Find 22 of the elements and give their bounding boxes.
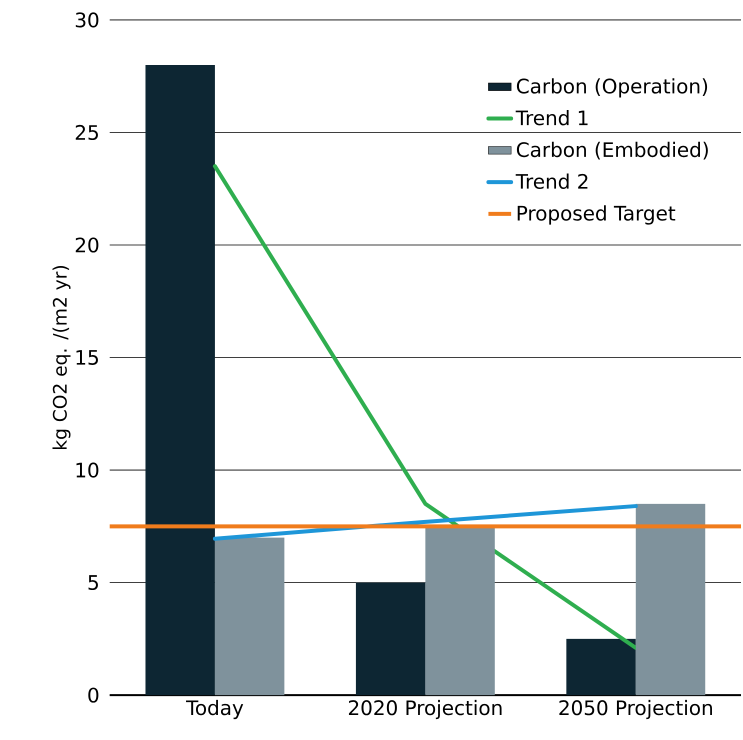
x-tick-label: 2020 Projection: [348, 700, 502, 720]
bar: [425, 526, 495, 696]
bar: [214, 538, 284, 696]
bar: [566, 638, 636, 696]
bar: [636, 504, 706, 696]
y-tick-label: 0: [88, 688, 98, 703]
y-tick-label: 20: [76, 237, 98, 253]
legend-label: Carbon (Operation): [516, 78, 708, 98]
legend-label: Trend 2: [516, 174, 588, 189]
y-tick-label: 25: [76, 124, 98, 140]
x-tick-label: 2050 Projection: [559, 700, 712, 720]
legend-label: Trend 1: [516, 110, 588, 126]
y-tick-label: 10: [76, 462, 98, 478]
bar: [356, 582, 426, 696]
x-tick-label: Today: [186, 700, 244, 720]
legend-label: Carbon (Embodied): [516, 142, 708, 160]
y-tick-label: 15: [76, 350, 98, 365]
y-axis-title: kg CO2 eq. /(m2 yr): [52, 266, 71, 450]
y-tick-label: 30: [76, 12, 98, 28]
legend-label: Proposed Target: [518, 205, 676, 225]
bar: [145, 64, 215, 696]
y-tick-label: 5: [88, 575, 98, 590]
